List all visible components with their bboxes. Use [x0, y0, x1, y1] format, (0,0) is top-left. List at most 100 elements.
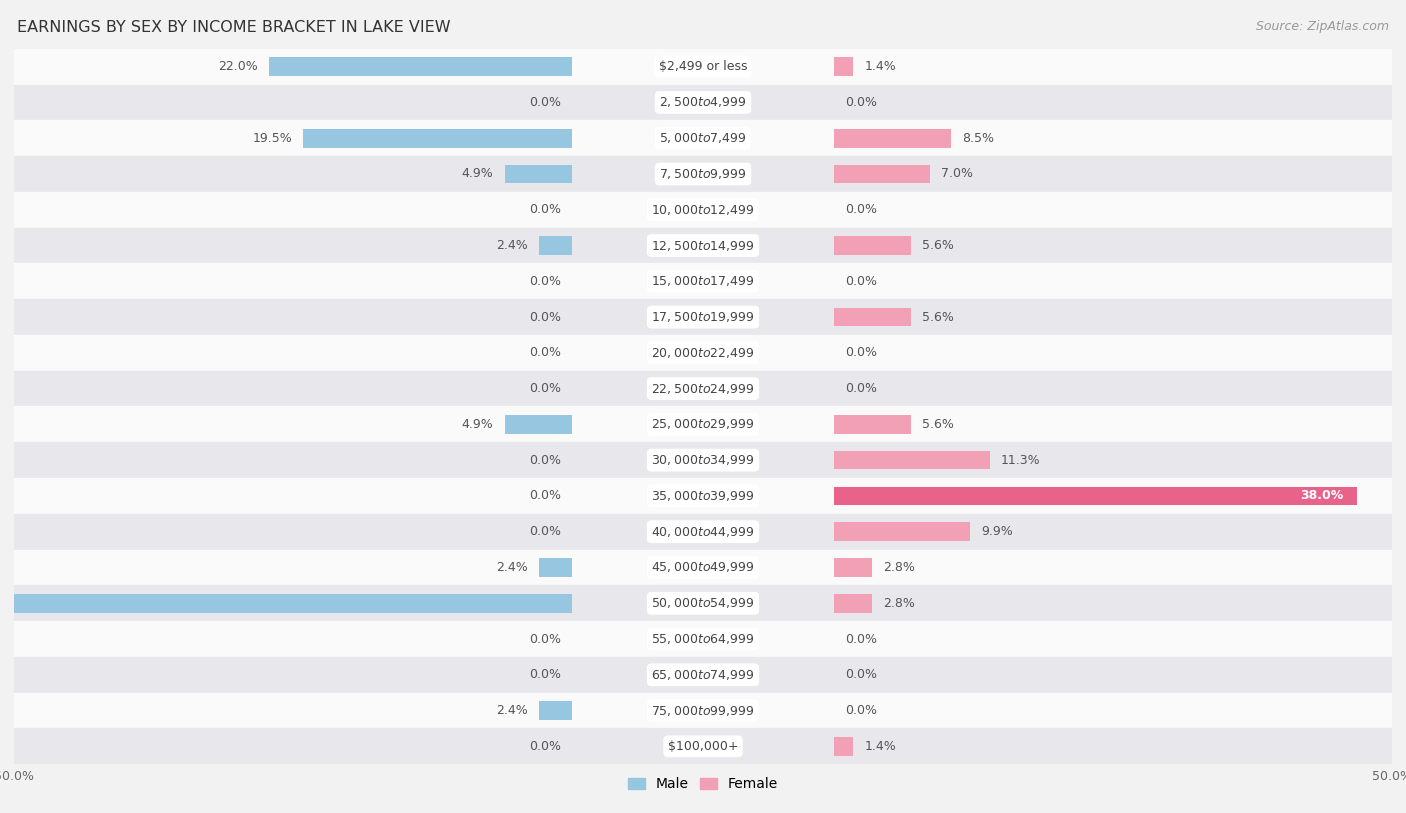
Text: 5.6%: 5.6%: [922, 418, 953, 431]
Text: $40,000 to $44,999: $40,000 to $44,999: [651, 524, 755, 539]
Text: 1.4%: 1.4%: [865, 60, 896, 73]
Text: 0.0%: 0.0%: [529, 382, 561, 395]
Text: $17,500 to $19,999: $17,500 to $19,999: [651, 310, 755, 324]
Text: $25,000 to $29,999: $25,000 to $29,999: [651, 417, 755, 432]
Bar: [14, 406, 1392, 442]
Text: 5.6%: 5.6%: [922, 239, 953, 252]
Text: 0.0%: 0.0%: [845, 668, 877, 681]
Bar: [834, 308, 911, 326]
Bar: [14, 263, 1392, 299]
Bar: [14, 478, 1392, 514]
Text: $30,000 to $34,999: $30,000 to $34,999: [651, 453, 755, 467]
Text: $2,500 to $4,999: $2,500 to $4,999: [659, 95, 747, 110]
Text: 0.0%: 0.0%: [529, 525, 561, 538]
Bar: [14, 156, 1392, 192]
Text: 0.0%: 0.0%: [529, 203, 561, 216]
Text: 0.0%: 0.0%: [529, 668, 561, 681]
Text: 0.0%: 0.0%: [529, 454, 561, 467]
Text: 19.5%: 19.5%: [253, 132, 292, 145]
Bar: [14, 514, 1392, 550]
Text: 0.0%: 0.0%: [529, 96, 561, 109]
Bar: [14, 550, 1392, 585]
Text: 2.4%: 2.4%: [496, 239, 529, 252]
Text: EARNINGS BY SEX BY INCOME BRACKET IN LAKE VIEW: EARNINGS BY SEX BY INCOME BRACKET IN LAK…: [17, 20, 450, 35]
Bar: [834, 237, 911, 254]
Bar: [834, 737, 853, 755]
Bar: [834, 594, 873, 612]
Text: $15,000 to $17,499: $15,000 to $17,499: [651, 274, 755, 289]
Text: Source: ZipAtlas.com: Source: ZipAtlas.com: [1256, 20, 1389, 33]
Bar: [834, 165, 931, 183]
Bar: [14, 657, 1392, 693]
Text: 0.0%: 0.0%: [845, 633, 877, 646]
Bar: [14, 442, 1392, 478]
Bar: [834, 523, 970, 541]
Text: $75,000 to $99,999: $75,000 to $99,999: [651, 703, 755, 718]
Bar: [14, 728, 1392, 764]
Text: 7.0%: 7.0%: [942, 167, 973, 180]
Text: 0.0%: 0.0%: [845, 382, 877, 395]
Text: $100,000+: $100,000+: [668, 740, 738, 753]
Bar: [834, 415, 911, 433]
Legend: Male, Female: Male, Female: [623, 772, 783, 797]
Text: 2.4%: 2.4%: [496, 704, 529, 717]
Text: 38.0%: 38.0%: [1301, 489, 1344, 502]
Text: $12,500 to $14,999: $12,500 to $14,999: [651, 238, 755, 253]
Text: $2,499 or less: $2,499 or less: [659, 60, 747, 73]
Text: $35,000 to $39,999: $35,000 to $39,999: [651, 489, 755, 503]
Bar: [14, 585, 1392, 621]
Bar: [14, 49, 1392, 85]
Text: 0.0%: 0.0%: [845, 203, 877, 216]
Bar: [14, 621, 1392, 657]
Bar: [538, 559, 572, 576]
Text: 2.4%: 2.4%: [496, 561, 529, 574]
Bar: [834, 451, 990, 469]
Bar: [14, 693, 1392, 728]
Bar: [834, 58, 853, 76]
Bar: [834, 129, 950, 147]
Text: $20,000 to $22,499: $20,000 to $22,499: [651, 346, 755, 360]
Bar: [14, 85, 1392, 120]
Text: $22,500 to $24,999: $22,500 to $24,999: [651, 381, 755, 396]
Text: $45,000 to $49,999: $45,000 to $49,999: [651, 560, 755, 575]
Bar: [834, 487, 1358, 505]
Text: 0.0%: 0.0%: [845, 275, 877, 288]
Text: 0.0%: 0.0%: [529, 311, 561, 324]
Text: 5.6%: 5.6%: [922, 311, 953, 324]
Text: 0.0%: 0.0%: [529, 346, 561, 359]
Text: $7,500 to $9,999: $7,500 to $9,999: [659, 167, 747, 181]
Text: 4.9%: 4.9%: [461, 418, 494, 431]
Bar: [505, 415, 572, 433]
Text: 0.0%: 0.0%: [529, 489, 561, 502]
Bar: [834, 559, 873, 576]
Bar: [538, 702, 572, 720]
Text: 8.5%: 8.5%: [962, 132, 994, 145]
Text: 4.9%: 4.9%: [461, 167, 494, 180]
Text: 9.9%: 9.9%: [981, 525, 1014, 538]
Text: $5,000 to $7,499: $5,000 to $7,499: [659, 131, 747, 146]
Bar: [14, 299, 1392, 335]
Text: $65,000 to $74,999: $65,000 to $74,999: [651, 667, 755, 682]
Text: 22.0%: 22.0%: [218, 60, 257, 73]
Bar: [269, 58, 572, 76]
Text: $50,000 to $54,999: $50,000 to $54,999: [651, 596, 755, 611]
Text: 2.8%: 2.8%: [883, 561, 915, 574]
Text: $10,000 to $12,499: $10,000 to $12,499: [651, 202, 755, 217]
Text: 0.0%: 0.0%: [845, 346, 877, 359]
Text: 2.8%: 2.8%: [883, 597, 915, 610]
Text: 0.0%: 0.0%: [529, 740, 561, 753]
Text: $55,000 to $64,999: $55,000 to $64,999: [651, 632, 755, 646]
Bar: [505, 165, 572, 183]
Bar: [0, 594, 572, 612]
Bar: [14, 192, 1392, 228]
Text: 0.0%: 0.0%: [845, 704, 877, 717]
Text: 0.0%: 0.0%: [529, 275, 561, 288]
Bar: [14, 120, 1392, 156]
Bar: [14, 335, 1392, 371]
Bar: [304, 129, 572, 147]
Bar: [14, 228, 1392, 263]
Text: 1.4%: 1.4%: [865, 740, 896, 753]
Bar: [14, 371, 1392, 406]
Text: 11.3%: 11.3%: [1001, 454, 1040, 467]
Text: 0.0%: 0.0%: [529, 633, 561, 646]
